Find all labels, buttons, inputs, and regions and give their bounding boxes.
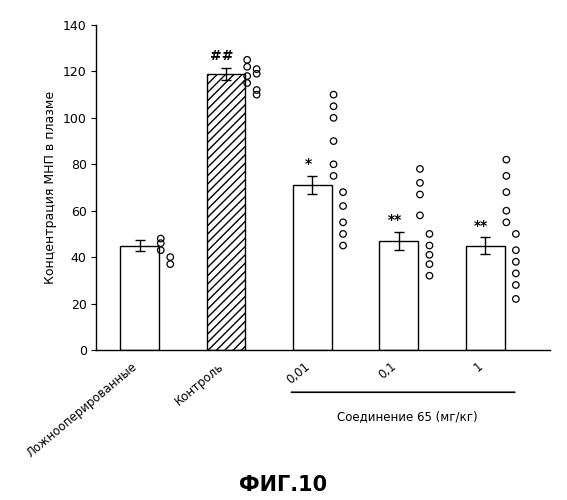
Point	[338, 230, 348, 238]
Point	[502, 188, 511, 196]
Point	[425, 272, 434, 280]
Point	[329, 90, 338, 98]
Point	[338, 188, 348, 196]
Bar	[206, 74, 246, 350]
Text: *: *	[304, 157, 312, 171]
Point	[425, 230, 434, 238]
Point	[416, 212, 425, 220]
Text: **: **	[474, 219, 488, 233]
Point	[416, 165, 425, 173]
Text: Соединение 65 (мг/кг): Соединение 65 (мг/кг)	[337, 410, 478, 423]
Point	[329, 137, 338, 145]
Point	[243, 72, 252, 80]
Point	[502, 156, 511, 164]
Point	[252, 90, 261, 98]
Point	[425, 251, 434, 259]
Bar	[120, 246, 159, 350]
Point	[416, 179, 425, 187]
Point	[502, 206, 511, 214]
Point	[511, 270, 521, 278]
Point	[166, 260, 175, 268]
Point	[243, 56, 252, 64]
Point	[252, 86, 261, 94]
Point	[416, 190, 425, 198]
Point	[243, 63, 252, 71]
Point	[252, 70, 261, 78]
Point	[243, 79, 252, 87]
Point	[252, 65, 261, 73]
Y-axis label: Концентрация МНП в плазме: Концентрация МНП в плазме	[44, 91, 57, 284]
Point	[329, 102, 338, 110]
Point	[156, 239, 166, 247]
Point	[338, 218, 348, 226]
Point	[329, 160, 338, 168]
Point	[511, 295, 521, 303]
Text: ФИГ.10: ФИГ.10	[239, 475, 328, 495]
Bar	[293, 185, 332, 350]
Point	[329, 114, 338, 122]
Point	[511, 230, 521, 238]
Point	[329, 172, 338, 180]
Point	[511, 281, 521, 289]
Point	[338, 202, 348, 210]
Point	[511, 246, 521, 254]
Point	[425, 260, 434, 268]
Point	[511, 258, 521, 266]
Text: ##: ##	[210, 50, 234, 64]
Point	[338, 242, 348, 250]
Bar	[379, 241, 418, 350]
Point	[502, 218, 511, 226]
Point	[156, 246, 166, 254]
Point	[166, 253, 175, 261]
Point	[156, 234, 166, 242]
Bar	[466, 246, 505, 350]
Point	[502, 172, 511, 180]
Point	[425, 242, 434, 250]
Text: **: **	[387, 213, 401, 227]
